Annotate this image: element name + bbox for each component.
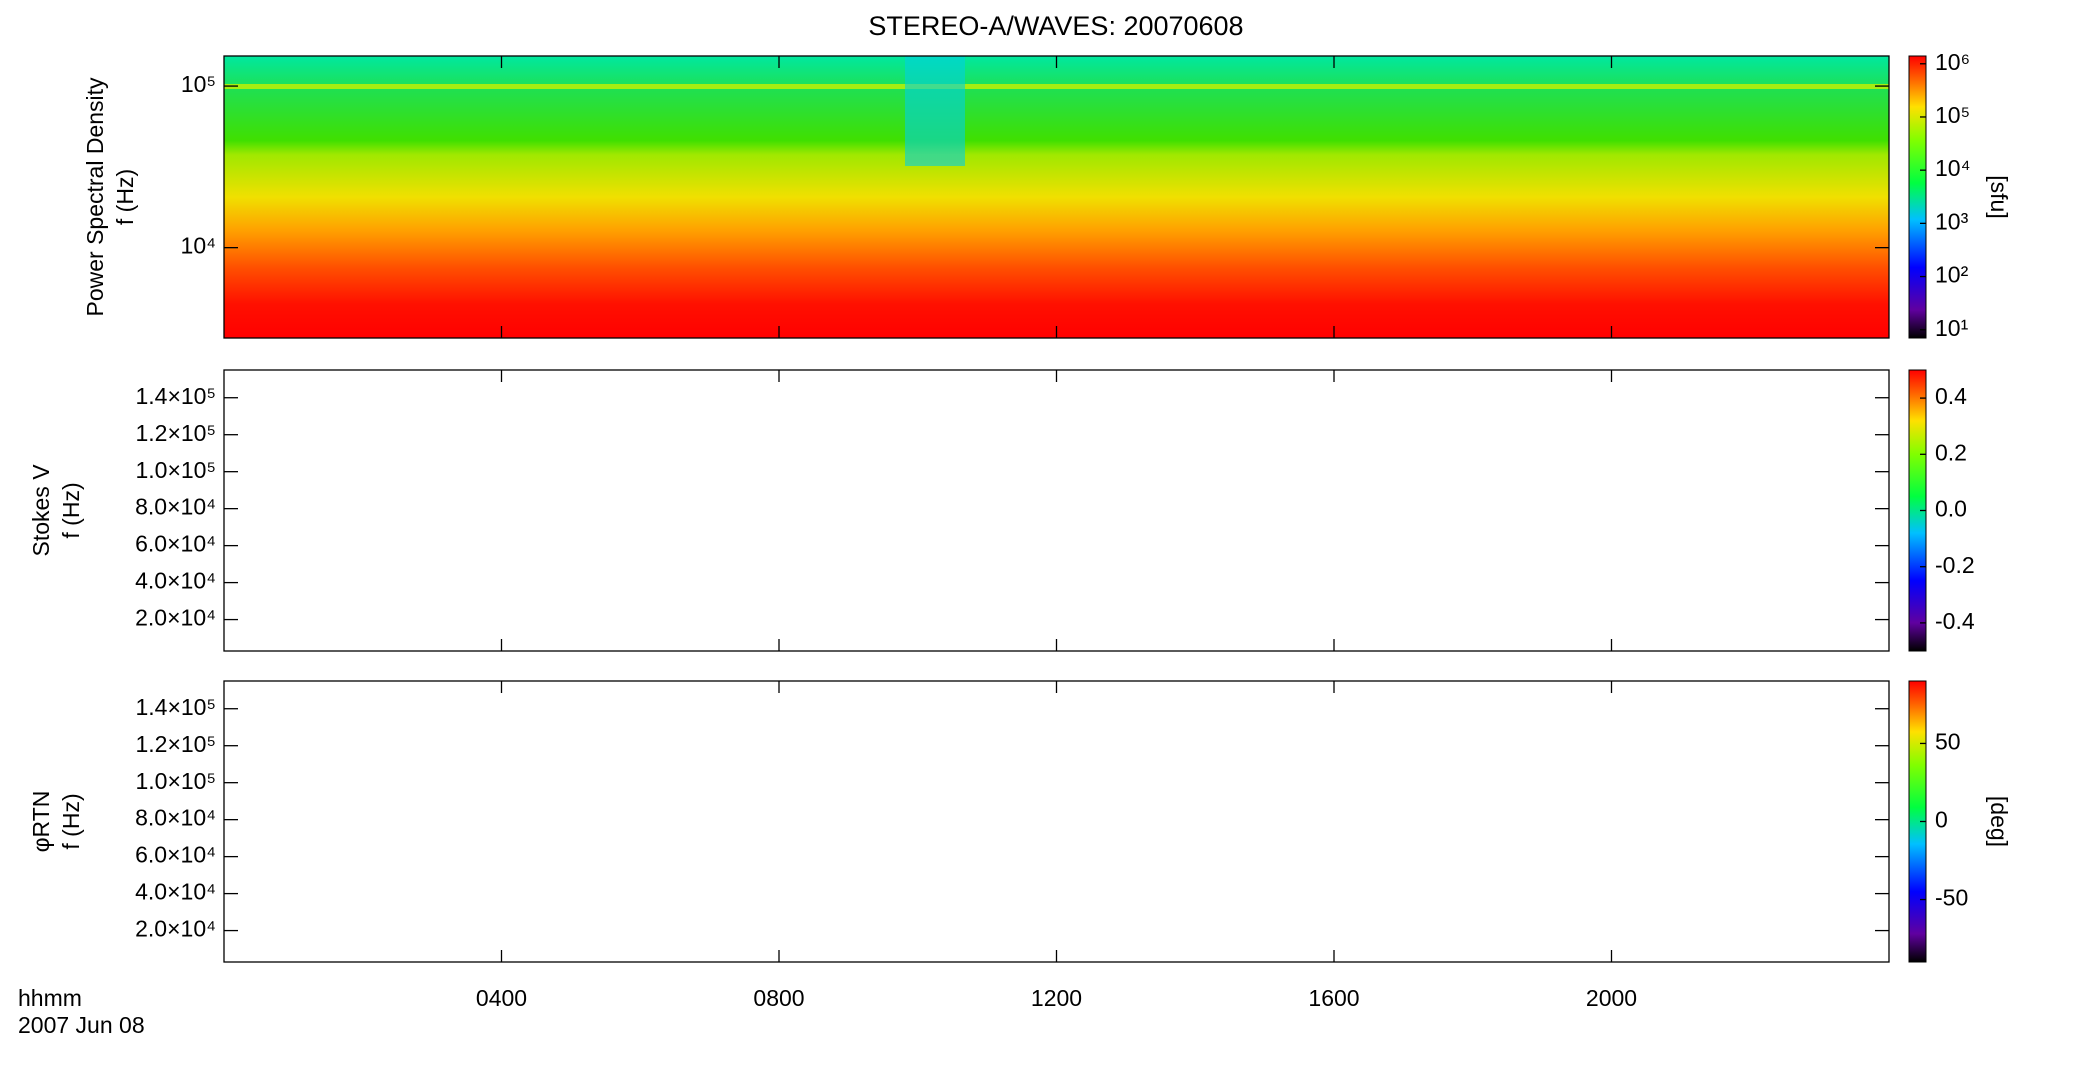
y-axis-label: f (Hz) [112,169,138,225]
y-tick-label: 1.4×10⁵ [135,383,216,409]
x-tick-label: 0400 [476,985,527,1011]
y-tick-label: 8.0×10⁴ [135,805,216,831]
colorbar-tick-label: 10⁵ [1935,102,1970,128]
y-tick-label: 10⁵ [181,71,216,97]
colorbar-tick-label: 10³ [1935,208,1969,234]
y-tick-label: 1.2×10⁵ [135,420,216,446]
colorbar-tick-label: 0.2 [1935,439,1967,465]
y-tick-label: 1.4×10⁵ [135,694,216,720]
chart-title: STEREO-A/WAVES: 20070608 [868,11,1243,41]
y-tick-label: 6.0×10⁴ [135,842,216,868]
y-tick-label: 1.0×10⁵ [135,768,216,794]
spectrogram-band [224,84,1889,89]
colorbar-tick-label: 10¹ [1935,315,1969,341]
y-tick-label: 8.0×10⁴ [135,494,216,520]
y-tick-label: 2.0×10⁴ [135,916,216,942]
colorbar-label: [sfu] [1986,175,2012,218]
y-tick-label: 6.0×10⁴ [135,531,216,557]
x-tick-label: 1600 [1308,985,1359,1011]
y-tick-label: 4.0×10⁴ [135,879,216,905]
colorbar-tick-label: 0.0 [1935,496,1967,522]
y-axis-label: Power Spectral Density [82,77,108,317]
x-tick-label: 2000 [1586,985,1637,1011]
x-tick-label: 0800 [753,985,804,1011]
y-axis-label: f (Hz) [58,482,84,538]
y-axis-label: Stokes V [28,464,54,557]
colorbar-tick-label: 10² [1935,262,1969,288]
colorbar [1908,55,1927,339]
colorbar-tick-label: -50 [1935,885,1968,911]
y-tick-label: 2.0×10⁴ [135,605,216,631]
colorbar-tick-label: 0.4 [1935,383,1967,409]
spectrogram-image [224,56,1889,338]
colorbar-label: [deg] [1986,796,2012,847]
colorbar-tick-label: -0.4 [1935,608,1975,634]
y-axis-label: f (Hz) [58,793,84,849]
x-axis-label: hhmm [18,985,82,1011]
plot-frame [223,680,1890,963]
y-tick-label: 4.0×10⁴ [135,568,216,594]
x-axis-label: 2007 Jun 08 [18,1012,145,1038]
colorbar-tick-label: -0.2 [1935,552,1975,578]
colorbar-tick-label: 50 [1935,729,1961,755]
colorbar-tick-label: 0 [1935,807,1948,833]
plot-frame [223,369,1890,652]
y-tick-label: 1.2×10⁵ [135,731,216,757]
y-tick-label: 10⁴ [181,233,216,259]
spectrogram-patch [905,56,965,166]
x-tick-label: 1200 [1031,985,1082,1011]
y-axis-label: φRTN [28,791,54,853]
colorbar-tick-label: 10⁴ [1935,155,1970,181]
y-tick-label: 1.0×10⁵ [135,457,216,483]
colorbar-tick-label: 10⁶ [1935,49,1970,75]
